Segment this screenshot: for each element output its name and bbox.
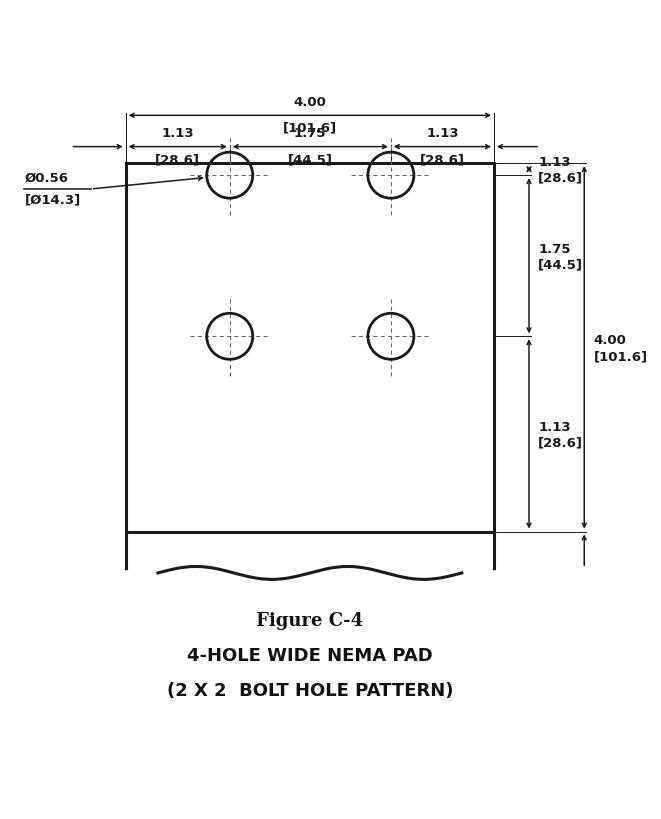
- Text: 1.75: 1.75: [538, 242, 570, 256]
- Text: (2 X 2  BOLT HOLE PATTERN): (2 X 2 BOLT HOLE PATTERN): [167, 681, 453, 699]
- Text: 4.00: 4.00: [594, 334, 627, 347]
- Text: [101.6]: [101.6]: [283, 122, 337, 135]
- Text: [Ø14.3]: [Ø14.3]: [24, 193, 81, 206]
- Text: 4.00: 4.00: [293, 96, 327, 109]
- Bar: [126, 532, 494, 573]
- Text: 1.13: 1.13: [538, 156, 571, 170]
- Text: [44.5]: [44.5]: [538, 259, 583, 271]
- Text: Figure C-4: Figure C-4: [256, 612, 364, 630]
- Text: [101.6]: [101.6]: [594, 350, 648, 363]
- Text: [28.6]: [28.6]: [155, 153, 200, 166]
- Text: Ø0.56: Ø0.56: [24, 171, 68, 184]
- Bar: [126, 163, 494, 532]
- Text: 4-HOLE WIDE NEMA PAD: 4-HOLE WIDE NEMA PAD: [187, 646, 433, 664]
- Text: [44.5]: [44.5]: [288, 153, 332, 166]
- Text: [28.6]: [28.6]: [538, 172, 583, 185]
- Text: 1.13: 1.13: [161, 127, 194, 140]
- Text: 1.13: 1.13: [538, 421, 571, 434]
- Text: 1.75: 1.75: [294, 127, 327, 140]
- Text: 1.13: 1.13: [426, 127, 459, 140]
- Text: [28.6]: [28.6]: [420, 153, 465, 166]
- Text: [28.6]: [28.6]: [538, 437, 583, 450]
